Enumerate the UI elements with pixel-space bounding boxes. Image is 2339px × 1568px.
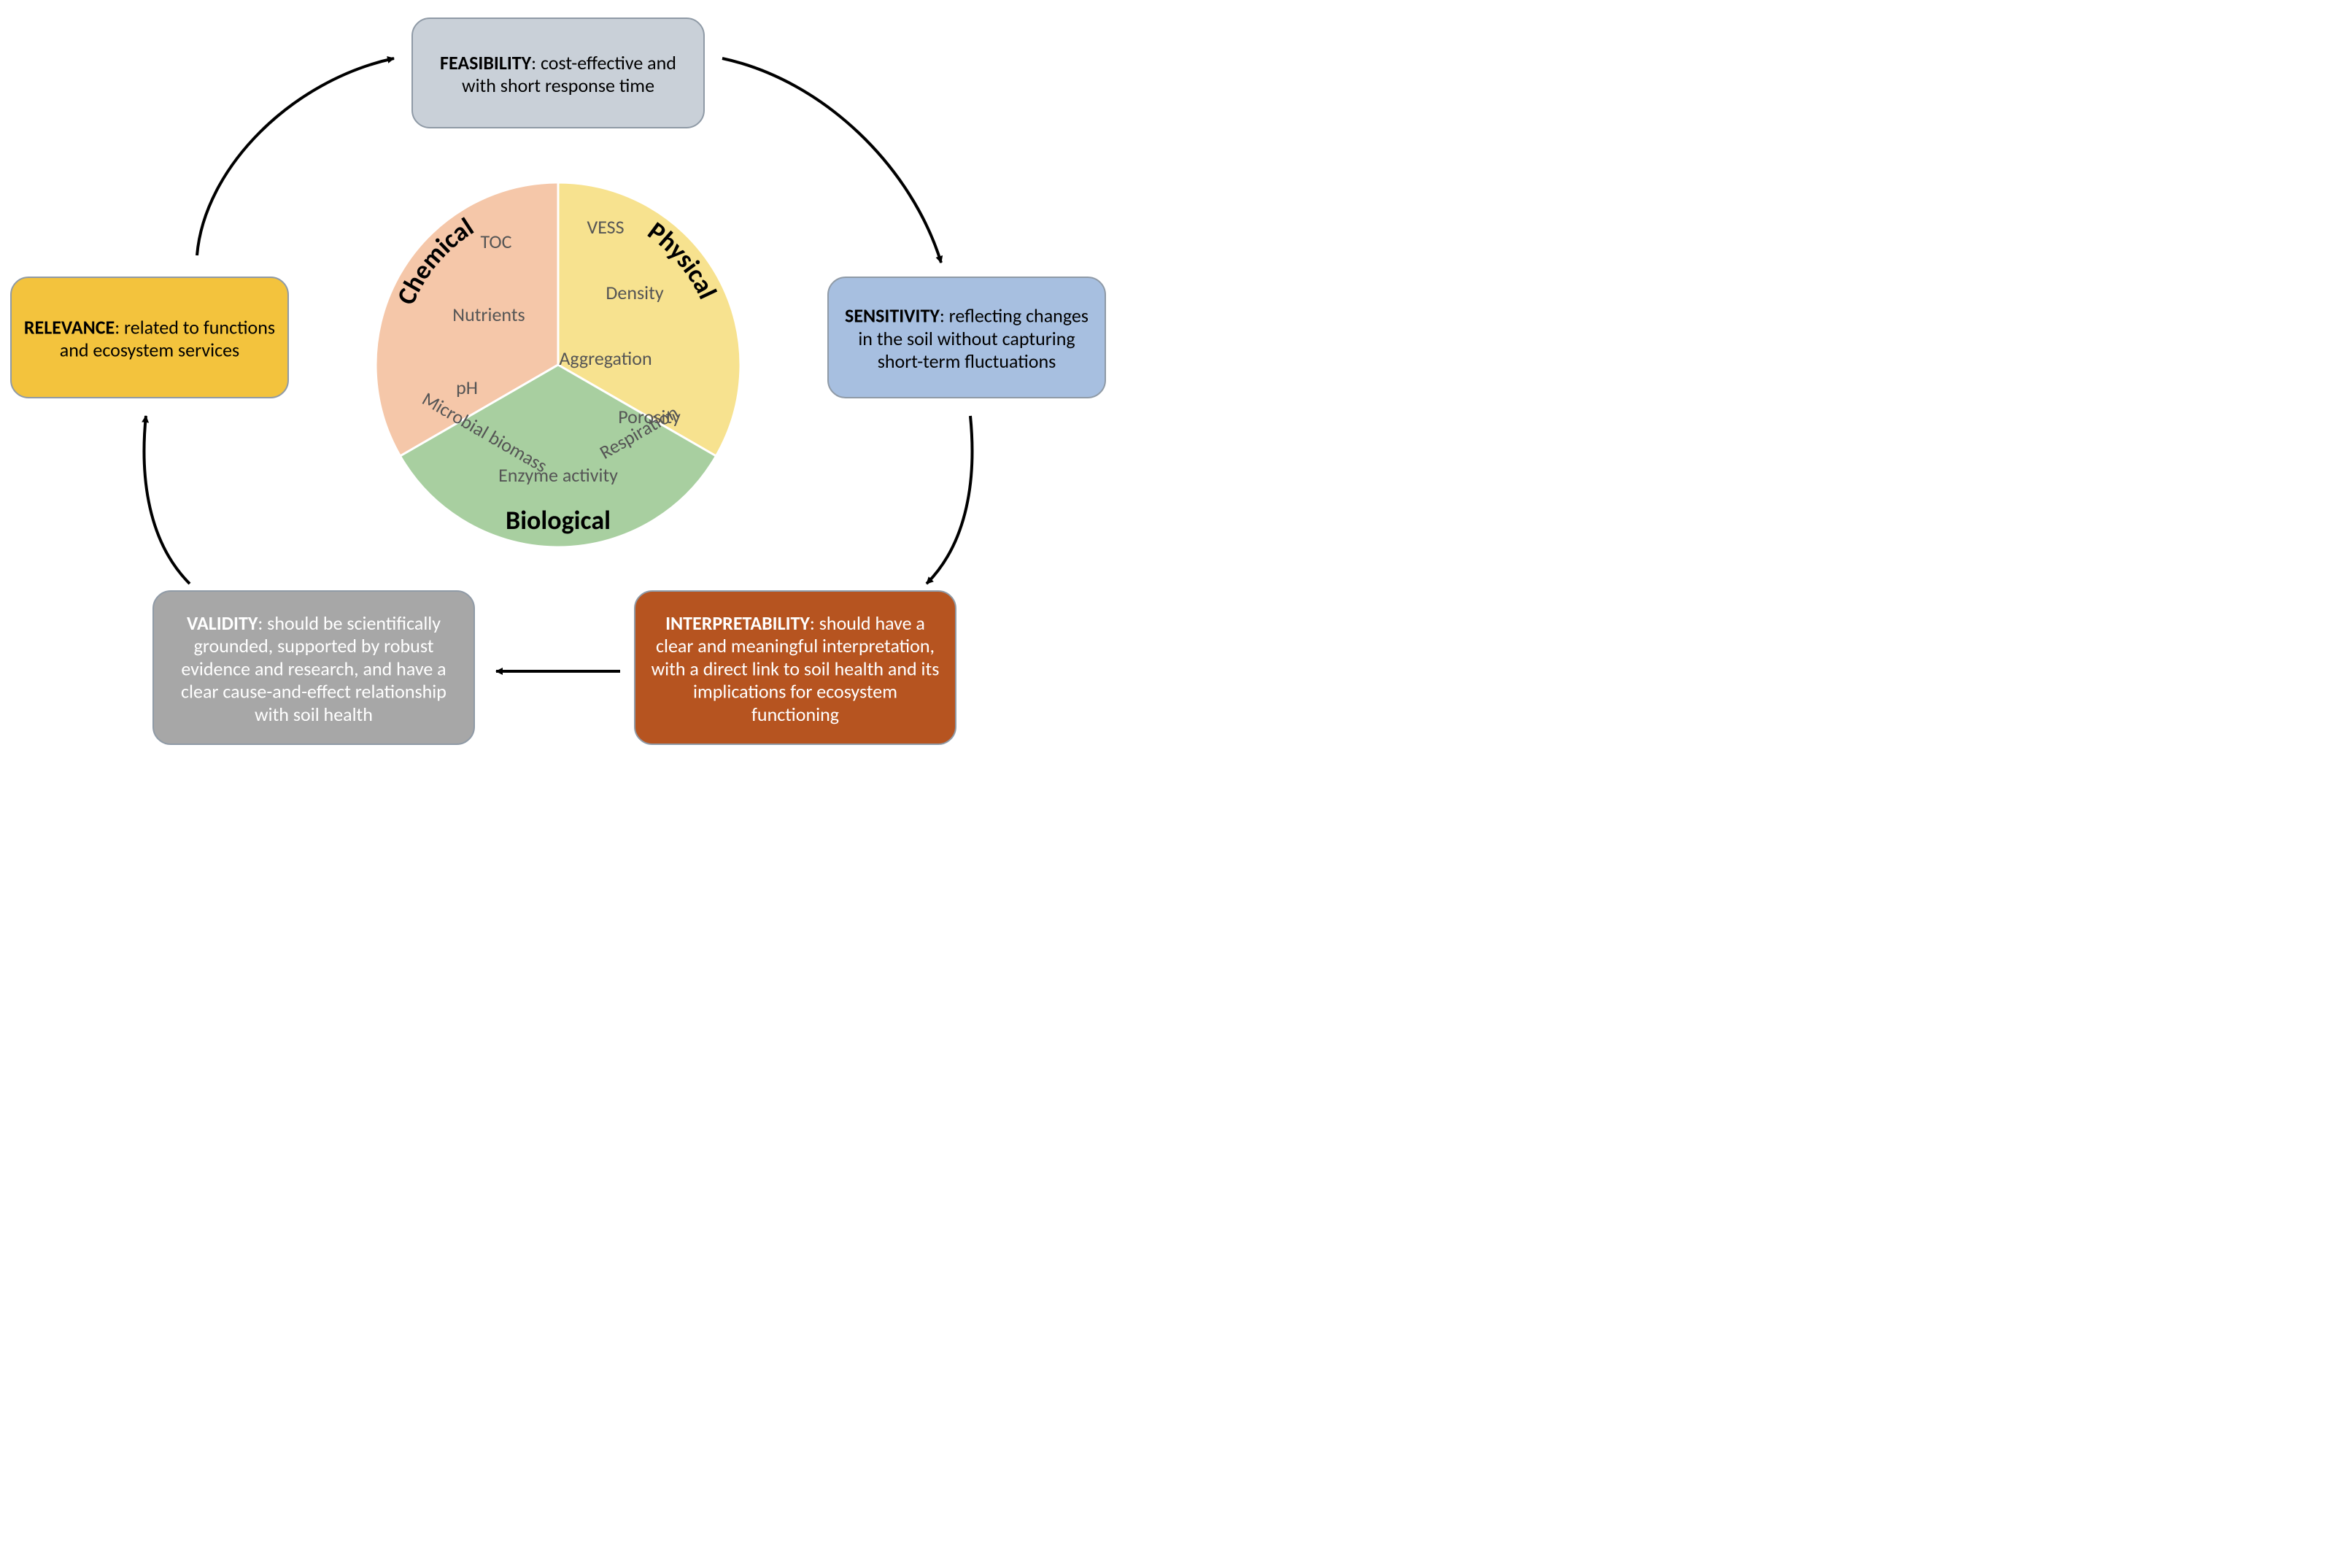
pie-item-chemical-1: Nutrients	[452, 303, 525, 326]
criterion-box-relevance: RELEVANCE: related to functionsand ecosy…	[11, 277, 288, 398]
criterion-text-relevance: RELEVANCE: related to functionsand ecosy…	[24, 315, 275, 361]
arrow-sens-to-interp	[927, 416, 973, 584]
pie-item-physical-2: Aggregation	[559, 347, 652, 370]
pie-item-physical-0: VESS	[587, 215, 624, 239]
criterion-box-feasibility: FEASIBILITY: cost-effective andwith shor…	[412, 18, 704, 128]
pie-item-chemical-0: TOC	[480, 230, 511, 253]
soil-properties-pie: ChemicalPhysicalBiologicalTOCNutrientspH…	[376, 182, 741, 547]
criterion-box-validity: VALIDITY: should be scientificallyground…	[153, 591, 474, 744]
arrow-feas-to-sens	[722, 58, 941, 263]
pie-item-chemical-2: pH	[456, 376, 478, 399]
pie-item-physical-1: Density	[606, 281, 663, 304]
criterion-box-sensitivity: SENSITIVITY: reflecting changesin the so…	[828, 277, 1105, 398]
arrow-rel-to-feas	[197, 58, 394, 255]
criterion-text-feasibility: FEASIBILITY: cost-effective andwith shor…	[440, 51, 676, 97]
pie-label-biological: Biological	[506, 504, 611, 536]
pie-item-biological-2: Enzyme activity	[498, 463, 618, 487]
criterion-box-interpretability: INTERPRETABILITY: should have aclear and…	[635, 591, 956, 744]
criterion-text-sensitivity: SENSITIVITY: reflecting changesin the so…	[845, 304, 1089, 373]
arrow-valid-to-rel	[144, 416, 190, 584]
